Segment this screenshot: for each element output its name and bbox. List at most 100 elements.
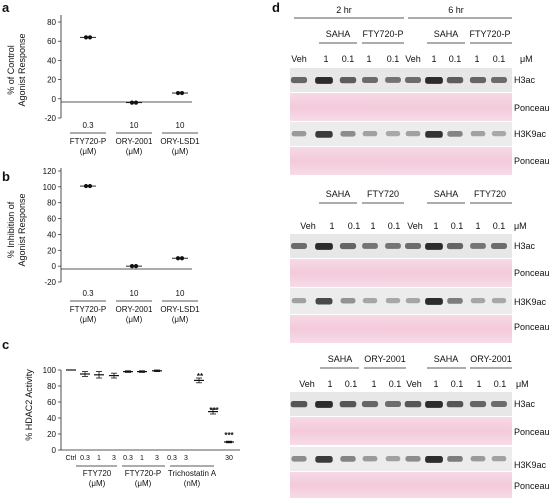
panel-c-xtick-label-9: 30 — [225, 455, 233, 462]
block1-drug-3: SAHA — [434, 29, 459, 39]
block2-h3k9ac-label: H3K9ac — [514, 297, 547, 307]
time-label-6hr: 6 hr — [448, 5, 464, 15]
block1-ponceau-label-1: Ponceau — [514, 103, 550, 113]
panel-d-letter: d — [272, 0, 280, 15]
panel-c-letter: c — [2, 337, 9, 352]
block3-h3k9ac-label: H3K9ac — [514, 460, 547, 470]
panel-c-group-unit-2: (μM) — [135, 479, 152, 488]
block1-dose-2: 0.1 — [342, 54, 355, 64]
panel-b-ytick-label-0: 120 — [43, 167, 57, 176]
panel-c-ytick-label-3: 40 — [47, 414, 56, 423]
block3-ponceau-label-1: Ponceau — [514, 427, 550, 437]
panel-c-ytick-label-4: 20 — [47, 430, 56, 439]
blot-band-0-8 — [469, 77, 487, 84]
panel-c-group-2: FTY720-P — [125, 469, 161, 478]
blot-band-1-3 — [362, 131, 378, 137]
panel-b-marks — [80, 183, 188, 269]
blot-band-0-3 — [362, 77, 378, 83]
panel-b-point-1-a — [129, 264, 135, 269]
panel-a-compound-1: FTY720-P — [70, 137, 106, 146]
panel-a-ytick-label-5: -20 — [44, 114, 56, 123]
blot-band-4-4 — [385, 401, 401, 407]
blot-band-2-5 — [405, 243, 421, 249]
blot-band-5-6 — [425, 456, 443, 463]
panel-b-compound-2: ORY-2001 — [116, 305, 153, 314]
panel-a-letter: a — [2, 0, 10, 15]
panel-b-point-2-b — [179, 256, 185, 261]
blot-band-5-1 — [315, 456, 333, 463]
block2-h3ac-label: H3ac — [514, 241, 536, 251]
panel-b-unit-1: (μM) — [80, 315, 97, 324]
panel-a-ylabel-line1: % of Control — [6, 45, 16, 95]
block2-dose-3: 1 — [370, 221, 375, 231]
panel-a-ylabel-line2: Agonist Response — [17, 33, 27, 106]
block3-drug-4: ORY-2001 — [470, 354, 512, 364]
block2-dose-2: 0.1 — [348, 221, 361, 231]
panel-c-sig-1: ** — [197, 372, 204, 381]
blot-band-4-1 — [315, 401, 333, 408]
blot-band-1-8 — [470, 131, 486, 137]
blot-band-0-6 — [425, 77, 443, 84]
panel-c-xtick-label-5: 1 — [140, 455, 144, 462]
block1-drug-1: SAHA — [326, 29, 351, 39]
panel-a-ytick-label-2: 40 — [47, 56, 56, 65]
blot-band-2-1 — [315, 243, 333, 250]
block1-drug-2: FTY720-P — [362, 29, 403, 39]
panel-c-xtick-label-8: 3 — [184, 455, 188, 462]
panel-c-xtick-label-2: 1 — [97, 455, 101, 462]
block3-unit: μM — [516, 379, 529, 389]
panel-b-ytick-label-4: 40 — [47, 230, 56, 239]
panel-a-point-1-a — [129, 100, 135, 105]
panel-c-groups: FTY720 FTY720-P Trichostatin A (μM) (μM)… — [76, 465, 217, 488]
block3-h3ac-bands — [290, 401, 507, 408]
blot-band-3-4 — [385, 298, 401, 304]
block2-h3ac-bands — [291, 243, 507, 250]
panel-a-ytick-label-1: 60 — [47, 37, 56, 46]
blot-band-3-7 — [447, 298, 463, 304]
blot-band-2-4 — [385, 243, 401, 249]
panel-a-y-ticks: 80 60 40 20 0 -20 — [44, 18, 61, 123]
block2-dose-4: 0.1 — [388, 221, 401, 231]
panel-c-ytick-label-0: 100 — [43, 366, 57, 375]
blot-band-0-1 — [315, 77, 333, 84]
block2-drug-1: SAHA — [326, 189, 351, 199]
blot-band-2-2 — [339, 243, 357, 250]
block2-ponceau-2 — [290, 315, 512, 343]
block3-drug-2: ORY-2001 — [364, 354, 406, 364]
panel-c-marks — [66, 369, 234, 444]
block2-veh-1: Veh — [300, 221, 316, 231]
panel-c-group-unit-1: (μM) — [89, 479, 106, 488]
blot-band-1-4 — [385, 131, 401, 137]
blot-band-4-3 — [361, 401, 379, 408]
panel-c-ytick-label-5: 0 — [52, 446, 57, 455]
panel-b-ytick-label-3: 60 — [47, 215, 56, 224]
panel-b-point-0-b — [87, 183, 93, 189]
panel-c-sig-2: *** — [209, 406, 219, 415]
panel-a-unit-3: (μM) — [172, 147, 189, 156]
panel-b: b % Inhibition of Agonist Response 120 10… — [2, 167, 200, 324]
blot-block-3: SAHA ORY-2001 SAHA ORY-2001 Veh 1 0.1 1 … — [290, 354, 550, 498]
blot-band-1-1 — [315, 131, 333, 138]
blot-band-4-9 — [491, 401, 507, 407]
panel-b-point-1-b — [133, 264, 139, 269]
time-label-2hr: 2 hr — [336, 5, 352, 15]
panel-a-x-labels: 0.3 10 10 FTY720-P ORY-2001 ORY-LSD1 (μM… — [70, 121, 200, 156]
block2-veh-2: Veh — [407, 221, 423, 231]
blot-band-5-0 — [291, 456, 307, 462]
blot-band-5-4 — [385, 456, 401, 462]
panel-b-ytick-label-1: 100 — [43, 183, 57, 192]
panel-c-xtick-label-4: 0.3 — [123, 455, 133, 462]
block3-dose-6: 0.1 — [451, 379, 464, 389]
panel-b-unit-3: (μM) — [172, 315, 189, 324]
block1-ponceau-2 — [290, 147, 512, 175]
panel-c-xtick-label-6: 3 — [155, 455, 159, 462]
blot-band-4-6 — [425, 401, 443, 408]
blot-band-3-5 — [405, 298, 421, 304]
panel-a-ytick-label-3: 20 — [47, 76, 56, 85]
block3-drug-3: SAHA — [434, 354, 459, 364]
blot-band-0-0 — [290, 77, 308, 84]
panel-b-ylabel-line2: Agonist Response — [17, 193, 27, 266]
blot-band-4-8 — [469, 401, 487, 408]
block3-dose-8: 0.1 — [494, 379, 507, 389]
